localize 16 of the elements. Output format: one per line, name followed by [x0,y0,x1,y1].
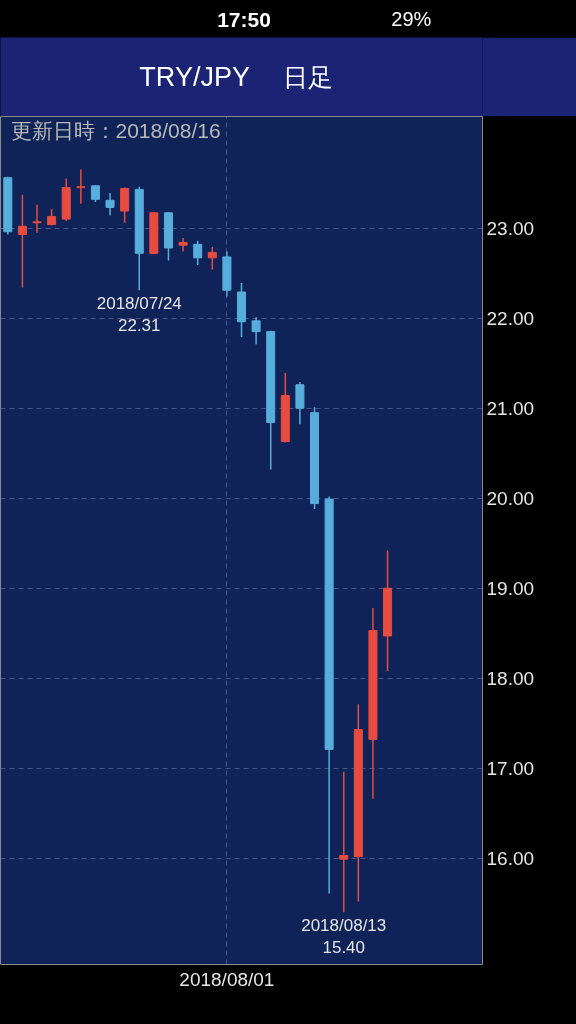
y-tick-label: 21.00 [486,397,535,419]
y-tick-label: 22.00 [486,307,535,329]
chart-subtitle: 日足 [283,63,334,91]
x-tick-label: 2018/08/01 [179,968,275,990]
text: 29% [391,8,432,30]
chart-title: TRY/JPY [139,62,250,92]
annotation: 更新日時：2018/08/16 [10,119,221,142]
y-tick-label: 18.00 [486,667,535,689]
y-tick-label: 17.00 [486,757,535,779]
annotation: 2018/08/13 15.40 [301,916,387,958]
text: 17:50 [217,7,271,31]
annotation: 2018/07/24 22.31 [96,294,182,336]
y-tick-label: 23.00 [486,217,535,239]
y-tick-label: 20.00 [486,487,535,509]
y-tick-label: 16.00 [486,847,535,869]
y-tick-label: 19.00 [486,577,535,599]
